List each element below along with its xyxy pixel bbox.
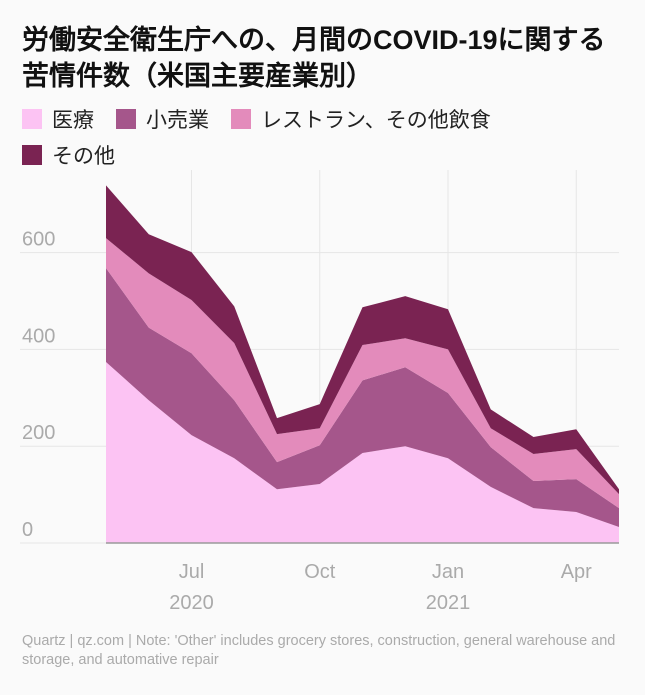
source-note: Quartz | qz.com | Note: 'Other' includes… xyxy=(22,633,616,668)
area xyxy=(106,268,619,528)
legend-swatch xyxy=(231,109,251,129)
y-tick-label: 0 xyxy=(22,519,33,541)
legend-label: その他 xyxy=(52,145,115,168)
legend: 医療 小売業 レストラン、その他飲食その他 xyxy=(22,104,582,170)
area xyxy=(106,361,619,543)
y-tick-label: 600 xyxy=(22,229,55,251)
y-tick-label: 400 xyxy=(22,325,55,347)
x-tick-label: Apr xyxy=(561,561,592,583)
legend-label: 医療 xyxy=(52,109,94,132)
area xyxy=(106,238,619,509)
chart-title: 労働安全衛生庁への、月間のCOVID-19に関する苦情件数（米国主要産業別） xyxy=(22,25,606,91)
legend-item: レストラン、その他飲食 xyxy=(231,104,491,134)
legend-swatch xyxy=(22,145,42,165)
legend-label: レストラン、その他飲食 xyxy=(261,109,491,132)
legend-swatch xyxy=(22,109,42,129)
legend-item: 医療 xyxy=(22,104,94,134)
x-year-label: 2020 xyxy=(169,592,214,614)
x-tick-label: Oct xyxy=(304,561,336,583)
area xyxy=(106,185,619,495)
x-tick-label: Jan xyxy=(432,561,464,583)
legend-item: 小売業 xyxy=(116,104,209,134)
legend-label: 小売業 xyxy=(146,109,209,132)
legend-swatch xyxy=(116,109,136,129)
y-tick-label: 200 xyxy=(22,422,55,444)
legend-item: その他 xyxy=(22,140,115,170)
x-year-label: 2021 xyxy=(426,592,471,614)
x-tick-label: Jul xyxy=(179,561,205,583)
